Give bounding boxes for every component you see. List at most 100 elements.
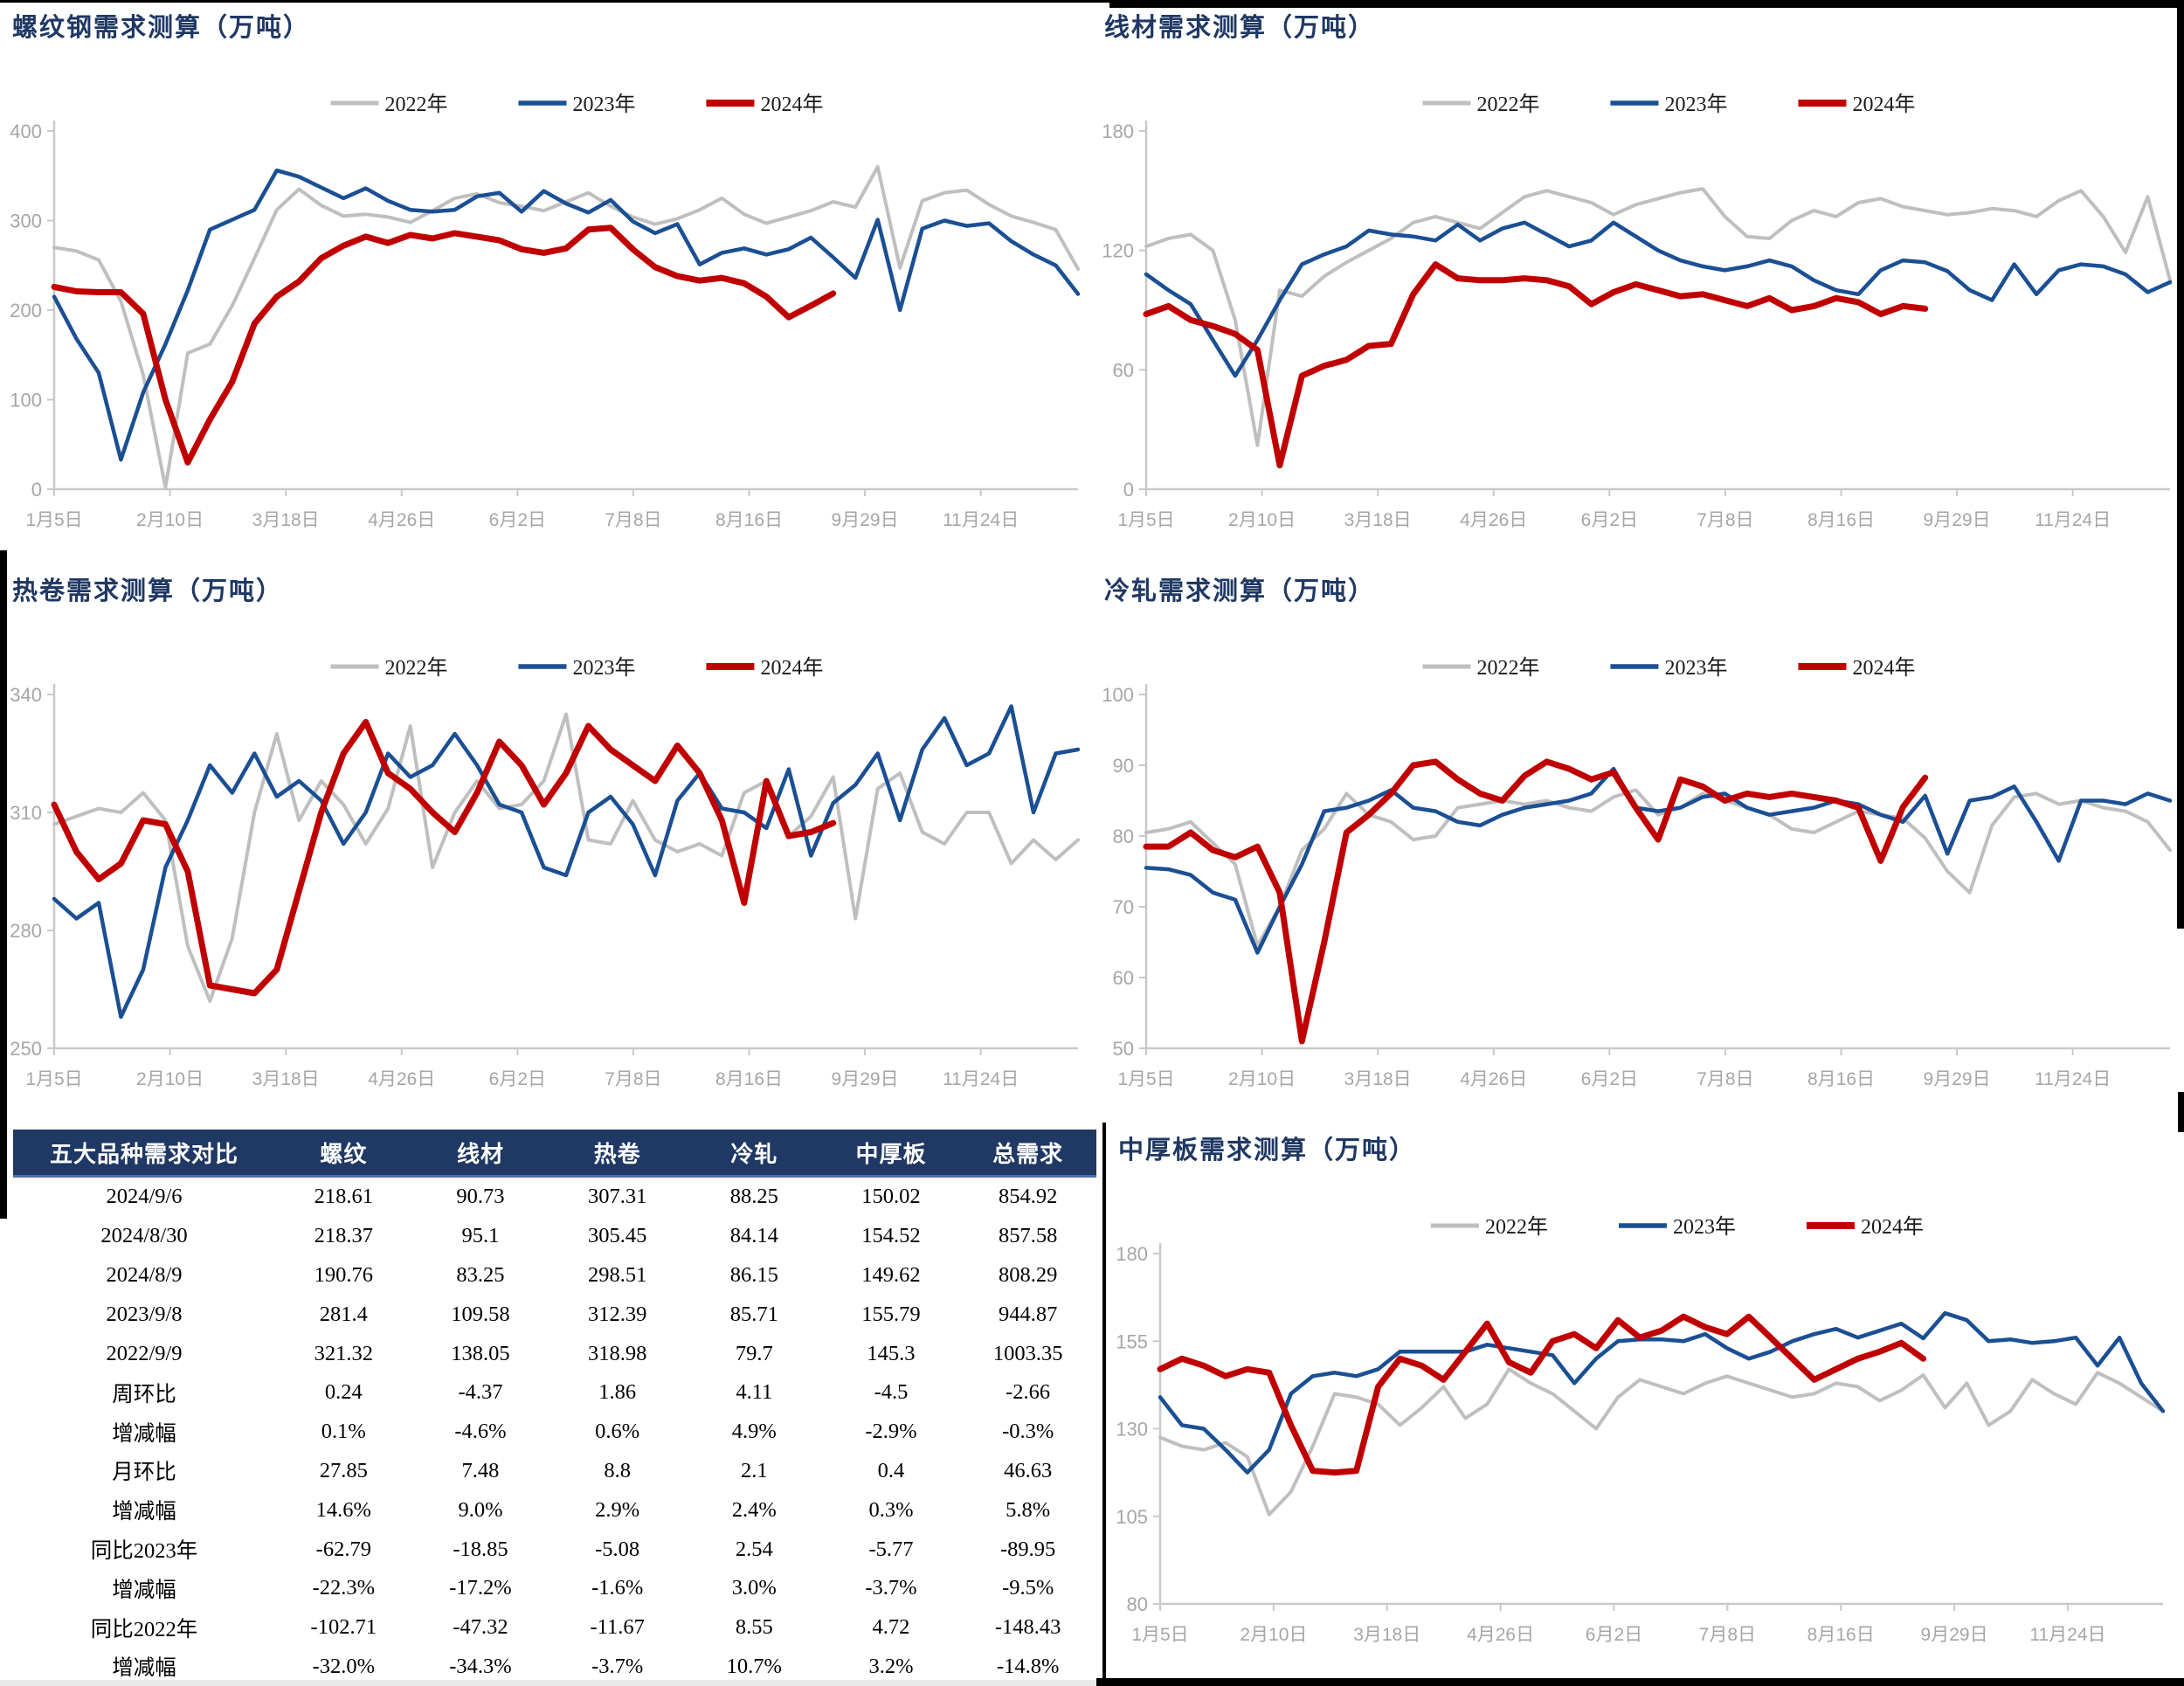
table-cell: 85.71 <box>729 1302 778 1326</box>
table-cell: -14.8% <box>996 1654 1060 1678</box>
table-cell: -5.77 <box>868 1537 914 1561</box>
x-tick-label: 1月5日 <box>1117 510 1174 530</box>
y-tick-label: 60 <box>1113 359 1134 381</box>
table-header-cell: 冷轧 <box>686 1130 823 1178</box>
x-tick-label: 4月26日 <box>368 1069 435 1089</box>
table-cell: -9.5% <box>1002 1576 1054 1600</box>
table-cell: 5.8% <box>1006 1497 1051 1522</box>
table-cell: -22.3% <box>312 1576 376 1600</box>
table-cell: -4.37 <box>458 1380 503 1405</box>
chart-panel-wirerod: 线材需求测算（万吨） 0 60 120 180 1月5日 2月10日 3月18日 4月26日 6… <box>1092 0 2184 563</box>
table-cell: 0.6% <box>595 1420 640 1444</box>
table-cell: 3.0% <box>731 1576 777 1600</box>
table-cell: 3.2% <box>868 1654 914 1678</box>
legend-label-2024年: 2024年 <box>1852 656 1915 680</box>
x-tick-label: 6月2日 <box>1581 1069 1638 1089</box>
series-line-2022年 <box>1158 1367 2165 1517</box>
x-tick-label: 7月8日 <box>1699 1625 1756 1645</box>
table-cell: 0.24 <box>324 1380 363 1405</box>
table-cell: 2.4% <box>731 1497 777 1522</box>
table-cell: 4.9% <box>731 1420 777 1444</box>
table-row-label: 月环比 <box>112 1461 176 1485</box>
table-cell: -1.6% <box>591 1576 644 1600</box>
x-tick-label: 11月24日 <box>943 510 1019 530</box>
table-cell: -148.43 <box>994 1615 1061 1640</box>
y-tick-label: 280 <box>10 920 42 942</box>
legend-label-2022年: 2022年 <box>1476 656 1539 680</box>
table-cell: -5.08 <box>595 1537 640 1561</box>
y-tick-label: 250 <box>10 1038 42 1060</box>
table-cell: -2.66 <box>1006 1380 1051 1405</box>
series-line-2023年 <box>1144 220 2173 378</box>
table-header-cell: 中厚板 <box>822 1130 960 1178</box>
table-cell: 2.54 <box>735 1537 773 1561</box>
table-cell: 218.37 <box>314 1224 374 1248</box>
table-cell: 4.72 <box>872 1615 910 1640</box>
table-row-label: 2024/8/9 <box>106 1262 183 1287</box>
chart-panel-hotcoil: 热卷需求测算（万吨） 250 280 310 340 1月5日 2月10日 3月18日 4月2… <box>0 563 1092 1123</box>
table-cell: 318.98 <box>587 1341 647 1365</box>
table-cell: 9.0% <box>458 1497 503 1522</box>
series-line-2024年 <box>1143 758 1929 1045</box>
table-row-label: 增减幅 <box>112 1421 176 1446</box>
series-line-2022年 <box>52 712 1080 1003</box>
chart-panel-coldrolled: 冷轧需求测算（万吨） 50 60 70 80 90 100 1月5日 2月10日 3月18日 4月… <box>1092 563 2184 1123</box>
table-row-label: 周环比 <box>112 1382 176 1406</box>
chart-panel-rebar: 螺纹钢需求测算（万吨） 0 100 200 300 400 1月5日 2月10日 3月18日 4… <box>0 0 1092 563</box>
table-cell: 14.6% <box>315 1497 371 1522</box>
table-cell: 95.1 <box>461 1224 500 1248</box>
table-cell: -47.32 <box>453 1615 508 1640</box>
table-cell: 46.63 <box>1004 1458 1053 1482</box>
table-cell: -34.3% <box>449 1654 512 1678</box>
table-header-cell: 线材 <box>411 1130 549 1178</box>
y-tick-label: 180 <box>1102 121 1134 142</box>
x-tick-label: 1月5日 <box>25 510 82 530</box>
chart-title-coldrolled: 冷轧需求测算（万吨） <box>1104 577 1376 605</box>
table-cell: 8.55 <box>735 1615 773 1640</box>
table-cell: -2.9% <box>865 1420 917 1444</box>
x-tick-label: 7月8日 <box>1697 510 1753 530</box>
plate-line-chart: 80 105 130 155 180 1月5日 2月10日 3月18日 4月26日 6月2日 7月8… <box>1116 1215 2166 1645</box>
x-tick-label: 8月16日 <box>1807 510 1875 530</box>
legend-label-2023年: 2023年 <box>1664 656 1727 680</box>
x-tick-label: 9月29日 <box>832 1069 899 1089</box>
table-cell: -102.71 <box>310 1615 377 1640</box>
left-border <box>0 550 7 1219</box>
table-cell: -89.95 <box>1000 1537 1056 1561</box>
table-cell: 321.32 <box>314 1341 374 1365</box>
legend-label-2022年: 2022年 <box>1476 93 1539 116</box>
chart-title-plate: 中厚板需求测算（万吨） <box>1118 1137 1417 1164</box>
x-tick-label: 8月16日 <box>1807 1625 1875 1645</box>
table-cell: 307.31 <box>587 1185 647 1209</box>
table-cell: 190.76 <box>314 1262 374 1287</box>
series-line-2023年 <box>1144 766 2173 955</box>
wirerod-line-chart: 0 60 120 180 1月5日 2月10日 3月18日 4月26日 6月2日 7月8日 8月16… <box>1102 93 2173 530</box>
series-line-2023年 <box>52 168 1081 462</box>
table-cell: 79.7 <box>735 1341 773 1365</box>
x-tick-label: 8月16日 <box>715 1069 783 1089</box>
table-row-label: 2022/9/9 <box>106 1341 183 1365</box>
x-tick-label: 6月2日 <box>1586 1625 1642 1645</box>
table-cell: 86.15 <box>729 1262 778 1287</box>
series-line-2024年 <box>1157 1313 1926 1476</box>
series-line-2024年 <box>51 225 837 466</box>
y-tick-label: 120 <box>1102 240 1134 262</box>
table-cell: -62.79 <box>315 1537 371 1561</box>
table-cell: 1.86 <box>598 1380 637 1405</box>
table-row-label: 增减幅 <box>112 1500 176 1524</box>
y-tick-label: 100 <box>10 390 42 411</box>
x-tick-label: 9月29日 <box>1921 1625 1988 1645</box>
legend-label-2022年: 2022年 <box>384 93 447 116</box>
table-cell: 150.02 <box>861 1185 921 1209</box>
y-tick-label: 155 <box>1116 1330 1148 1352</box>
x-tick-label: 11月24日 <box>2035 1069 2111 1089</box>
x-tick-label: 7月8日 <box>605 1069 661 1089</box>
table-header-cell: 总需求 <box>959 1130 1096 1178</box>
table-row-label: 2023/9/8 <box>106 1302 183 1326</box>
x-tick-label: 6月2日 <box>489 510 546 530</box>
x-tick-label: 8月16日 <box>1807 1069 1875 1089</box>
table-cell: 0.3% <box>868 1497 914 1522</box>
table-cell: -3.7% <box>865 1576 917 1600</box>
table-cell: 10.7% <box>726 1654 782 1678</box>
